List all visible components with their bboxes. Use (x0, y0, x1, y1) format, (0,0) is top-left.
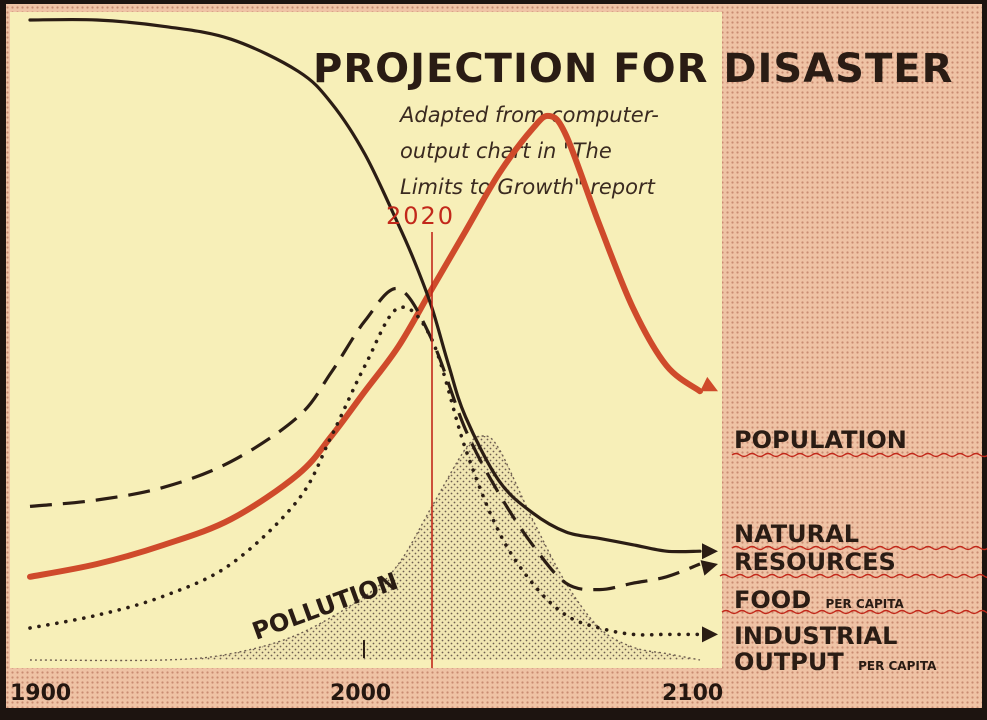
annotation-2020-label: 2020 (386, 202, 455, 230)
pollution-layer (29, 435, 701, 662)
underline-resources (719, 573, 987, 579)
chart-subtitle-line-3: Limits to Growth" report (400, 175, 656, 199)
industrial-output-arrow (702, 626, 718, 643)
natural-resources-label-line-2: RESOURCES (734, 548, 896, 576)
food-arrow (700, 560, 718, 576)
natural-resources-line (28, 17, 702, 554)
plot-paper (10, 12, 722, 668)
population-label: POPULATION (734, 426, 907, 454)
pollution-outline (29, 435, 701, 662)
chart-title: PROJECTION FOR DISASTER (313, 46, 953, 92)
chart-subtitle-line-1: Adapted from computer- (398, 103, 659, 127)
pollution-area (30, 435, 700, 661)
food-label-main: FOOD (734, 586, 811, 614)
x-tick-2100: 2100 (662, 681, 723, 706)
annotation-underlines (719, 452, 987, 615)
underline-natural (731, 545, 987, 551)
natural-resources-arrow (702, 543, 718, 560)
industrial-output-label-line-2: OUTPUT PER CAPITA (734, 648, 937, 676)
population-line (27, 112, 703, 580)
natural-resources-label-line-1: NATURAL (734, 520, 859, 548)
industrial-output-label-main: OUTPUT (734, 648, 844, 676)
x-tick-1900: 1900 (10, 681, 71, 706)
population-arrow (700, 376, 718, 392)
underline-population (731, 452, 987, 458)
industrial-output-label-sub: PER CAPITA (858, 659, 937, 673)
food-label-sub: PER CAPITA (825, 597, 904, 611)
x-tick-2000: 2000 (330, 681, 391, 706)
underline-food (721, 609, 987, 615)
industrial-output-label-line-1: INDUSTRIAL (734, 622, 897, 650)
food-label: FOOD PER CAPITA (734, 586, 905, 614)
